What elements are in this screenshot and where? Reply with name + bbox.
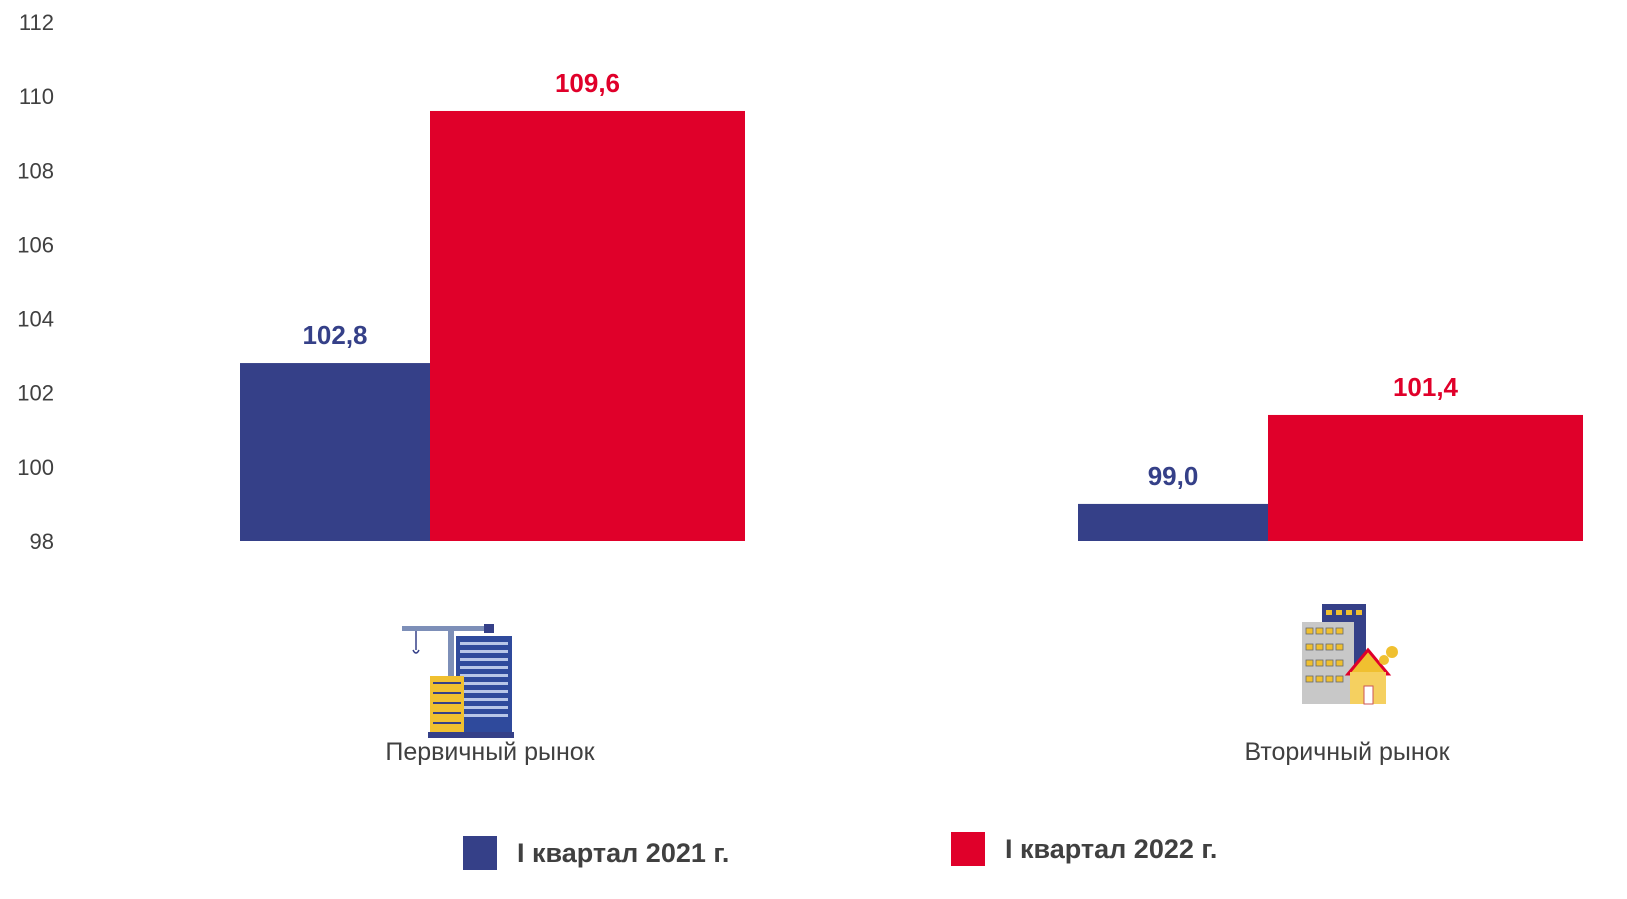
y-tick-label: 112 [19,10,54,35]
bar-2021-secondary [1078,503,1268,541]
legend-item-2021: I квартал 2021 г. [463,836,729,870]
category-label-primary: Первичный рынок [385,738,595,766]
bars [240,110,1583,541]
y-tick-label: 110 [19,84,54,109]
y-tick-label: 102 [17,381,54,406]
y-tick-label: 106 [17,232,54,257]
y-tick-label: 98 [30,529,54,554]
legend-item-2022: I квартал 2022 г. [951,832,1217,866]
data-label-2022-secondary: 101,4 [1393,372,1459,402]
legend-swatch-2022 [951,832,985,866]
legend-swatch-2021 [463,836,497,870]
apartment-house-icon [1298,602,1404,719]
y-tick-label: 104 [17,307,54,332]
data-label-2021-secondary: 99,0 [1148,461,1199,491]
construction-crane-building-icon [400,622,530,745]
legend-label-2021: I квартал 2021 г. [517,837,730,868]
data-label-2021-primary: 102,8 [302,320,367,350]
bar-2021-primary [240,363,430,541]
data-labels: 102,8 109,6 99,0 101,4 [302,68,1458,491]
y-axis-ticks: 112 110 108 106 104 102 100 98 [17,10,54,554]
y-tick-label: 100 [17,455,54,480]
bar-2022-primary [430,110,745,541]
bar-2022-secondary [1268,414,1583,541]
category-label-secondary: Вторичный рынок [1244,738,1450,766]
legend-label-2022: I квартал 2022 г. [1005,833,1218,864]
y-tick-label: 108 [17,158,54,183]
data-label-2022-primary: 109,6 [555,68,620,98]
